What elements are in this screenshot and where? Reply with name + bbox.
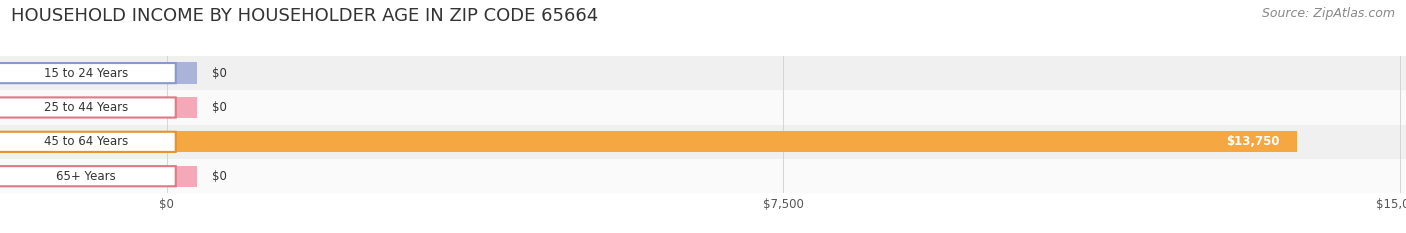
- Bar: [0, 125, 1406, 159]
- Bar: [166, 166, 197, 187]
- Text: $13,750: $13,750: [1226, 135, 1279, 148]
- Text: $0: $0: [212, 170, 226, 183]
- Text: 65+ Years: 65+ Years: [56, 170, 117, 183]
- Bar: [166, 97, 197, 118]
- Text: 45 to 64 Years: 45 to 64 Years: [44, 135, 128, 148]
- Text: $0: $0: [212, 101, 226, 114]
- Bar: [166, 62, 197, 84]
- FancyBboxPatch shape: [0, 132, 176, 152]
- Text: HOUSEHOLD INCOME BY HOUSEHOLDER AGE IN ZIP CODE 65664: HOUSEHOLD INCOME BY HOUSEHOLDER AGE IN Z…: [11, 7, 599, 25]
- Bar: [0, 159, 1406, 193]
- Bar: [0, 56, 1406, 90]
- Text: $0: $0: [212, 67, 226, 80]
- Text: Source: ZipAtlas.com: Source: ZipAtlas.com: [1261, 7, 1395, 20]
- Bar: [166, 131, 1298, 152]
- Text: 25 to 44 Years: 25 to 44 Years: [44, 101, 128, 114]
- FancyBboxPatch shape: [0, 97, 176, 117]
- FancyBboxPatch shape: [0, 166, 176, 186]
- Bar: [0, 90, 1406, 125]
- Text: 15 to 24 Years: 15 to 24 Years: [44, 67, 128, 80]
- FancyBboxPatch shape: [0, 63, 176, 83]
